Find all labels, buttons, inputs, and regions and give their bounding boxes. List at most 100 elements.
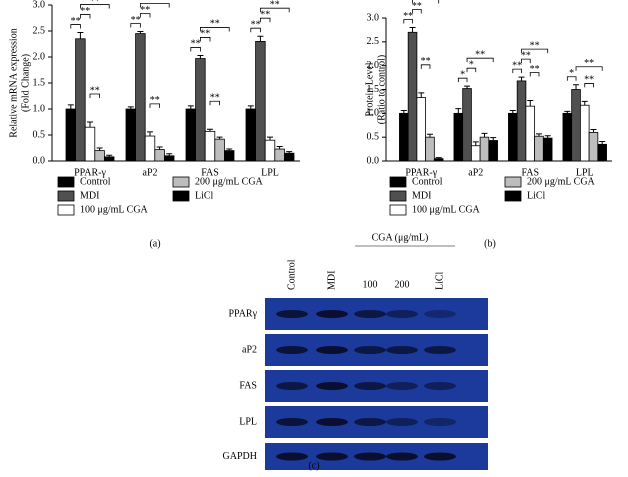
significance-bracket bbox=[140, 3, 170, 8]
y-tick-label: 1.5 bbox=[367, 84, 380, 95]
bar bbox=[185, 108, 197, 162]
blot-row-label: GAPDH bbox=[223, 451, 257, 462]
blot-column-label: LiCl bbox=[434, 271, 445, 290]
significance-bracket bbox=[260, 17, 271, 23]
significance-bracket bbox=[584, 83, 594, 88]
error-bar bbox=[247, 105, 254, 109]
legend-swatch bbox=[504, 176, 522, 188]
x-tick-label: PPAR-γ bbox=[405, 167, 437, 178]
y-tick-label: 3.0 bbox=[367, 12, 380, 23]
error-bar bbox=[77, 32, 84, 39]
bar bbox=[534, 135, 544, 162]
error-bar bbox=[96, 147, 103, 151]
bar bbox=[562, 112, 573, 162]
panel-label: (c) bbox=[308, 460, 319, 471]
significance-label: ** bbox=[90, 85, 100, 96]
significance-bracket bbox=[529, 72, 540, 77]
blot-band bbox=[354, 418, 386, 426]
error-bar bbox=[400, 109, 407, 114]
blot-band bbox=[316, 452, 348, 461]
significance-label: ** bbox=[131, 15, 141, 26]
legend-label: LiCl bbox=[527, 190, 546, 201]
blot-group-label: CGA (μg/mL) bbox=[372, 232, 429, 243]
bar bbox=[204, 130, 216, 162]
blot-band bbox=[424, 346, 456, 354]
significance-label: ** bbox=[140, 5, 150, 16]
blot-band bbox=[276, 452, 308, 461]
error-bar bbox=[481, 132, 488, 138]
significance-bracket bbox=[466, 67, 477, 73]
significance-label: ** bbox=[210, 93, 220, 104]
blot-band bbox=[316, 382, 348, 390]
bar bbox=[163, 155, 175, 162]
error-bar bbox=[518, 76, 525, 81]
significance-label: ** bbox=[150, 95, 160, 106]
blot-band bbox=[424, 452, 456, 461]
error-bar bbox=[226, 148, 233, 151]
significance-bracket bbox=[89, 93, 100, 98]
error-bar bbox=[490, 137, 497, 141]
significance-label: ** bbox=[475, 49, 485, 60]
significance-bracket bbox=[521, 58, 531, 64]
significance-label: ** bbox=[270, 0, 280, 10]
bar bbox=[144, 135, 156, 162]
y-tick-label: 2.5 bbox=[367, 36, 380, 47]
significance-label: ** bbox=[584, 75, 594, 86]
legend-label: 200 μg/mL CGA bbox=[195, 176, 264, 187]
significance-bracket bbox=[420, 64, 431, 69]
blot-band bbox=[386, 452, 418, 461]
significance-bracket bbox=[190, 47, 201, 52]
bar bbox=[597, 143, 607, 162]
error-bar bbox=[527, 99, 534, 107]
y-tick-label: 1.0 bbox=[367, 108, 380, 119]
error-bar bbox=[267, 136, 273, 141]
error-bar bbox=[166, 153, 173, 156]
significance-bracket bbox=[140, 13, 151, 18]
error-bar bbox=[464, 85, 471, 89]
bar bbox=[462, 88, 472, 162]
error-bar bbox=[544, 135, 551, 139]
error-bar bbox=[509, 109, 516, 114]
bar bbox=[407, 31, 418, 162]
bar bbox=[479, 136, 490, 162]
error-bar bbox=[564, 110, 571, 114]
bar bbox=[425, 136, 435, 162]
significance-bracket bbox=[403, 19, 413, 24]
legend-label: MDI bbox=[80, 190, 99, 201]
significance-bracket bbox=[457, 77, 468, 83]
bar bbox=[470, 145, 481, 162]
y-tick-label: 0.0 bbox=[33, 155, 46, 166]
legend-label: MDI bbox=[412, 190, 431, 201]
significance-label: ** bbox=[521, 50, 531, 61]
legend-swatch bbox=[172, 190, 190, 202]
blot-band bbox=[386, 310, 418, 318]
bar bbox=[255, 41, 266, 162]
y-tick-label: 1.5 bbox=[33, 77, 46, 88]
error-bar bbox=[435, 157, 442, 159]
legend-swatch bbox=[57, 176, 75, 188]
blot-row-label: LPL bbox=[239, 416, 257, 427]
x-tick-label: LPL bbox=[576, 167, 594, 178]
significance-label: ** bbox=[260, 9, 270, 20]
bar bbox=[75, 38, 86, 162]
bar bbox=[274, 148, 285, 162]
legend-swatch bbox=[389, 190, 407, 202]
significance-label: ** bbox=[90, 0, 100, 7]
x-tick-label: PPAR-γ bbox=[74, 167, 106, 178]
y-tick-label: 3.0 bbox=[33, 0, 46, 10]
x-tick-label: aP2 bbox=[143, 167, 158, 178]
significance-bracket bbox=[149, 103, 160, 108]
bar bbox=[588, 131, 599, 162]
legend-label: LiCl bbox=[195, 190, 214, 201]
bar bbox=[125, 108, 137, 162]
significance-bracket bbox=[70, 24, 81, 29]
error-bar bbox=[455, 108, 462, 114]
legend-label: 100 μg/mL CGA bbox=[80, 204, 149, 215]
significance-label: * bbox=[469, 59, 474, 70]
significance-label: ** bbox=[80, 6, 90, 17]
blot-column-label: MDI bbox=[326, 271, 337, 290]
error-bar bbox=[147, 131, 153, 137]
error-bar bbox=[409, 27, 416, 33]
bar bbox=[516, 80, 527, 162]
x-tick-label: FAS bbox=[521, 167, 539, 178]
